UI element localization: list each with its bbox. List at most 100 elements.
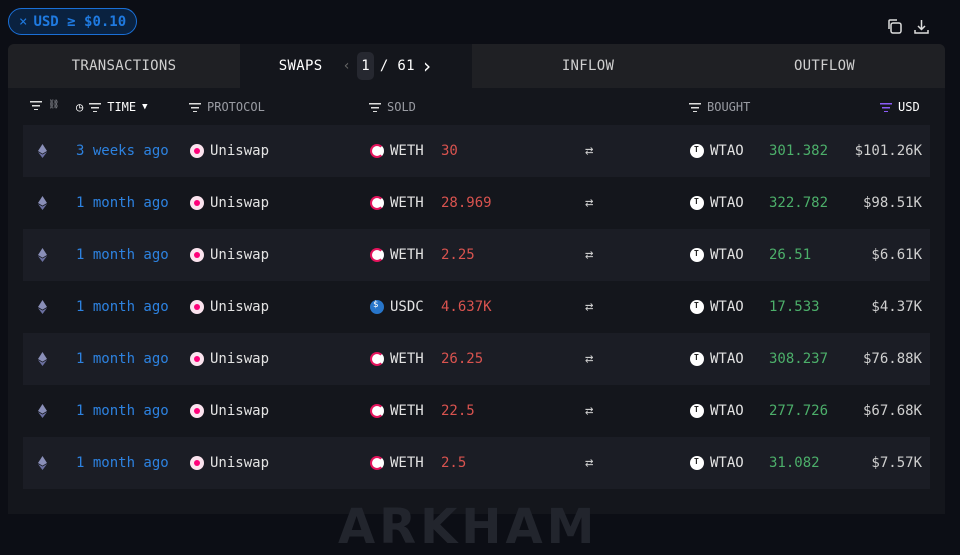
- protocol-name[interactable]: Uniswap: [210, 299, 270, 315]
- time-link[interactable]: 1 month ago: [76, 299, 169, 315]
- bought-amount: 308.237: [769, 351, 829, 367]
- time-link[interactable]: 1 month ago: [76, 455, 169, 471]
- sold-token[interactable]: WETH: [390, 455, 424, 471]
- protocol-name[interactable]: Uniswap: [210, 143, 270, 159]
- ethereum-icon: [38, 300, 47, 314]
- table-row[interactable]: 3 weeks ago Uniswap WETH 30 ⇄ WTAO 301.3…: [23, 125, 930, 177]
- wtao-icon: [690, 248, 704, 262]
- uniswap-icon: [190, 196, 204, 210]
- sold-token[interactable]: WETH: [390, 247, 424, 263]
- table-row[interactable]: 1 month ago Uniswap WETH 2.5 ⇄ WTAO 31.0…: [23, 437, 930, 489]
- ethereum-icon: [38, 404, 47, 418]
- pagination: ‹ 1 / 61 ›: [342, 52, 433, 80]
- usd-value: $101.26K: [854, 143, 922, 159]
- uniswap-icon: [190, 144, 204, 158]
- column-bought[interactable]: BOUGHT: [707, 100, 751, 114]
- filter-icon[interactable]: [880, 102, 892, 112]
- usd-filter-chip[interactable]: × USD ≥ $0.10: [8, 8, 138, 35]
- table-row[interactable]: 1 month ago Uniswap USDC 4.637K ⇄ WTAO 1…: [23, 281, 930, 333]
- clock-icon: ◷: [76, 100, 84, 114]
- tab-inflow[interactable]: INFLOW: [472, 44, 704, 88]
- link-icon[interactable]: ⛓: [48, 100, 60, 110]
- sold-amount: 2.5: [441, 455, 467, 471]
- weth-icon: [370, 456, 384, 470]
- bought-token[interactable]: WTAO: [710, 143, 744, 159]
- ethereum-icon: [38, 196, 47, 210]
- time-link[interactable]: 1 month ago: [76, 247, 169, 263]
- filter-icon[interactable]: [689, 102, 701, 112]
- usd-value: $76.88K: [862, 351, 922, 367]
- ethereum-icon: [38, 248, 47, 262]
- bought-token[interactable]: WTAO: [710, 195, 744, 211]
- swaps-table: 3 weeks ago Uniswap WETH 30 ⇄ WTAO 301.3…: [23, 125, 930, 489]
- sold-amount: 22.5: [441, 403, 475, 419]
- tab-label: OUTFLOW: [793, 58, 856, 74]
- bought-token[interactable]: WTAO: [710, 299, 744, 315]
- bought-token[interactable]: WTAO: [710, 247, 744, 263]
- page-current[interactable]: 1: [357, 52, 374, 80]
- time-link[interactable]: 1 month ago: [76, 351, 169, 367]
- table-row[interactable]: 1 month ago Uniswap WETH 28.969 ⇄ WTAO 3…: [23, 177, 930, 229]
- time-link[interactable]: 1 month ago: [76, 195, 169, 211]
- usd-value: $98.51K: [862, 195, 922, 211]
- column-protocol[interactable]: PROTOCOL: [207, 100, 265, 114]
- protocol-name[interactable]: Uniswap: [210, 403, 270, 419]
- tab-transactions[interactable]: TRANSACTIONS: [8, 44, 240, 88]
- copy-icon[interactable]: [886, 18, 903, 35]
- arkham-watermark: ARKHAM: [338, 499, 599, 555]
- wtao-icon: [690, 196, 704, 210]
- swap-arrows-icon: ⇄: [585, 403, 594, 419]
- swap-arrows-icon: ⇄: [585, 351, 594, 367]
- sold-token[interactable]: WETH: [390, 351, 424, 367]
- wtao-icon: [690, 300, 704, 314]
- column-sold[interactable]: SOLD: [387, 100, 416, 114]
- weth-icon: [370, 144, 384, 158]
- wtao-icon: [690, 144, 704, 158]
- download-icon[interactable]: [913, 18, 930, 35]
- sold-token[interactable]: WETH: [390, 403, 424, 419]
- wtao-icon: [690, 352, 704, 366]
- table-row[interactable]: 1 month ago Uniswap WETH 2.25 ⇄ WTAO 26.…: [23, 229, 930, 281]
- tab-swaps[interactable]: SWAPS ‹ 1 / 61 ›: [240, 44, 472, 88]
- chevron-left-icon[interactable]: ‹: [342, 58, 352, 74]
- uniswap-icon: [190, 248, 204, 262]
- uniswap-icon: [190, 300, 204, 314]
- sold-token[interactable]: WETH: [390, 195, 424, 211]
- sold-token[interactable]: USDC: [390, 299, 424, 315]
- swap-arrows-icon: ⇄: [585, 247, 594, 263]
- protocol-name[interactable]: Uniswap: [210, 195, 270, 211]
- sort-desc-icon[interactable]: ▼: [142, 102, 148, 112]
- sold-amount: 4.637K: [441, 299, 492, 315]
- filter-icon[interactable]: [189, 102, 201, 112]
- tab-label: SWAPS: [278, 58, 323, 74]
- bought-token[interactable]: WTAO: [710, 455, 744, 471]
- bought-amount: 301.382: [769, 143, 829, 159]
- uniswap-icon: [190, 404, 204, 418]
- filter-icon[interactable]: [30, 100, 42, 110]
- chevron-right-icon[interactable]: ›: [420, 54, 434, 78]
- protocol-name[interactable]: Uniswap: [210, 351, 270, 367]
- wtao-icon: [690, 404, 704, 418]
- sold-amount: 2.25: [441, 247, 475, 263]
- time-link[interactable]: 1 month ago: [76, 403, 169, 419]
- filter-icon[interactable]: [89, 102, 102, 112]
- swap-arrows-icon: ⇄: [585, 299, 594, 315]
- table-row[interactable]: 1 month ago Uniswap WETH 22.5 ⇄ WTAO 277…: [23, 385, 930, 437]
- protocol-name[interactable]: Uniswap: [210, 455, 270, 471]
- column-usd[interactable]: USD: [898, 100, 920, 114]
- tab-outflow[interactable]: OUTFLOW: [704, 44, 945, 88]
- sold-token[interactable]: WETH: [390, 143, 424, 159]
- ethereum-icon: [38, 352, 47, 366]
- table-row[interactable]: 1 month ago Uniswap WETH 26.25 ⇄ WTAO 30…: [23, 333, 930, 385]
- bought-token[interactable]: WTAO: [710, 351, 744, 367]
- time-link[interactable]: 3 weeks ago: [76, 143, 169, 159]
- protocol-name[interactable]: Uniswap: [210, 247, 270, 263]
- bought-amount: 26.51: [769, 247, 812, 263]
- filter-icon[interactable]: [369, 102, 381, 112]
- usd-value: $6.61K: [871, 247, 922, 263]
- bought-amount: 277.726: [769, 403, 829, 419]
- bought-token[interactable]: WTAO: [710, 403, 744, 419]
- ethereum-icon: [38, 144, 47, 158]
- column-time[interactable]: TIME: [107, 100, 137, 114]
- close-icon[interactable]: ×: [19, 13, 28, 30]
